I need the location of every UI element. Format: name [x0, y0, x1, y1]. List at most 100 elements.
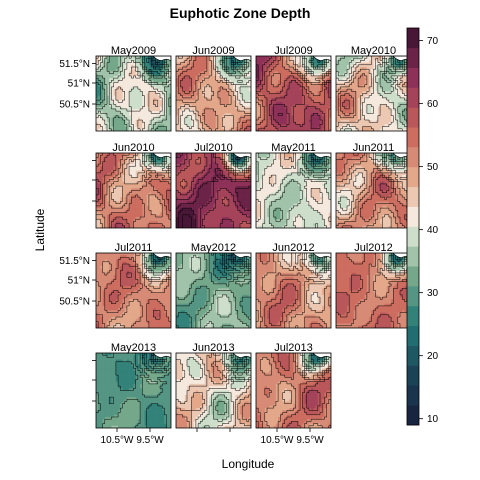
field-cell — [295, 93, 299, 97]
field-cell — [273, 71, 277, 74]
field-cell — [322, 126, 325, 130]
field-cell — [100, 108, 103, 112]
field-cell — [100, 159, 103, 163]
field-cell — [180, 117, 183, 121]
field-cell — [182, 111, 186, 114]
field-cell — [178, 58, 181, 61]
field-cell — [380, 97, 383, 101]
field-cell — [269, 67, 272, 70]
field-cell — [280, 113, 283, 116]
field-cell — [118, 111, 121, 114]
field-cell — [113, 166, 117, 169]
field-cell — [347, 117, 350, 121]
field-cell — [180, 91, 183, 94]
field-cell — [151, 71, 154, 74]
field-cell — [402, 119, 405, 123]
field-cell — [244, 108, 247, 112]
field-cell — [146, 172, 150, 176]
field-cell — [286, 86, 290, 90]
field-cell — [273, 119, 277, 123]
field-cell — [284, 73, 288, 77]
field-cell — [237, 100, 241, 103]
field-cell — [297, 89, 301, 92]
field-cell — [242, 124, 245, 127]
field-cell — [317, 60, 321, 63]
field-cell — [124, 84, 128, 88]
field-cell — [148, 56, 152, 59]
field-cell — [155, 111, 159, 114]
field-cell — [217, 75, 221, 79]
field-cell — [133, 124, 137, 127]
field-cell — [107, 67, 110, 70]
field-cell — [124, 78, 128, 81]
field-cell — [262, 115, 266, 119]
field-cell — [111, 113, 114, 116]
field-cell — [404, 128, 407, 131]
field-cell — [211, 115, 214, 119]
field-cell — [228, 122, 232, 125]
field-cell — [235, 71, 239, 74]
field-cell — [146, 166, 150, 169]
field-cell — [349, 124, 352, 127]
field-cell — [271, 104, 274, 108]
field-cell — [107, 97, 110, 101]
field-cell — [235, 126, 239, 130]
field-cell — [133, 86, 137, 90]
field-cell — [166, 159, 170, 163]
field-cell — [248, 113, 251, 116]
field-cell — [100, 95, 103, 99]
field-cell — [349, 78, 352, 81]
field-cell — [382, 69, 385, 72]
field-cell — [264, 78, 268, 81]
field-cell — [338, 91, 341, 94]
field-cell — [144, 60, 148, 63]
field-cell — [264, 115, 268, 119]
field-cell — [233, 93, 236, 97]
coastline-land — [232, 56, 251, 62]
field-cell — [131, 164, 134, 167]
field-cell — [306, 60, 310, 63]
field-cell — [393, 93, 396, 97]
field-cell — [267, 60, 270, 63]
field-cell — [319, 117, 323, 121]
field-cell — [102, 106, 106, 110]
field-cell — [195, 67, 199, 70]
field-cell — [148, 111, 152, 114]
field-cell — [168, 64, 171, 68]
field-cell — [176, 113, 179, 116]
field-cell — [118, 161, 121, 165]
field-cell — [226, 71, 230, 74]
field-cell — [235, 84, 239, 88]
field-cell — [182, 102, 186, 105]
field-cell — [258, 82, 261, 86]
field-cell — [267, 122, 270, 125]
field-cell — [113, 164, 117, 167]
field-cell — [384, 67, 388, 70]
field-cell — [166, 93, 170, 97]
field-cell — [317, 97, 321, 101]
field-cell — [362, 113, 366, 116]
field-cell — [248, 97, 251, 101]
field-cell — [109, 80, 112, 83]
field-cell — [380, 58, 383, 61]
field-cell — [386, 75, 390, 79]
field-cell — [336, 119, 339, 123]
field-cell — [202, 113, 206, 116]
field-cell — [313, 108, 316, 112]
field-cell — [193, 108, 197, 112]
field-cell — [315, 100, 319, 103]
field-cell — [355, 106, 359, 110]
field-cell — [204, 89, 208, 92]
field-cell — [96, 69, 99, 72]
field-cell — [135, 104, 139, 108]
field-cell — [140, 64, 143, 68]
field-cell — [151, 62, 154, 66]
field-cell — [371, 106, 374, 110]
field-cell — [140, 157, 143, 160]
field-cell — [264, 89, 268, 92]
field-cell — [191, 119, 194, 123]
field-cell — [151, 111, 154, 114]
field-cell — [233, 82, 236, 86]
field-cell — [198, 78, 201, 81]
field-cell — [180, 58, 183, 61]
